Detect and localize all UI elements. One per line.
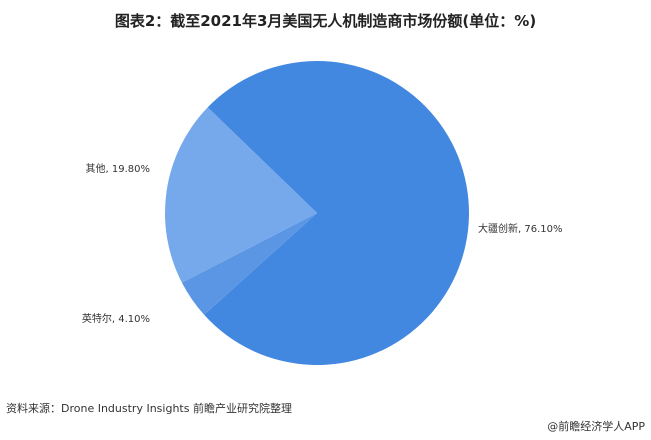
pie-slice-1 [181, 213, 317, 315]
slice-label-1: 英特尔, 4.10% [82, 312, 150, 325]
pie-slice-0 [204, 60, 470, 365]
chart-title: 图表2：截至2021年3月美国无人机制造商市场份额(单位：%) [114, 12, 537, 30]
credit: @前瞻经济学人APP [547, 420, 645, 433]
slice-label-0: 大疆创新, 76.10% [478, 222, 563, 235]
slice-label-2: 其他, 19.80% [86, 162, 151, 175]
source-note: 资料来源：Drone Industry Insights 前瞻产业研究院整理 [6, 402, 292, 415]
pie-slice-2 [165, 107, 317, 283]
